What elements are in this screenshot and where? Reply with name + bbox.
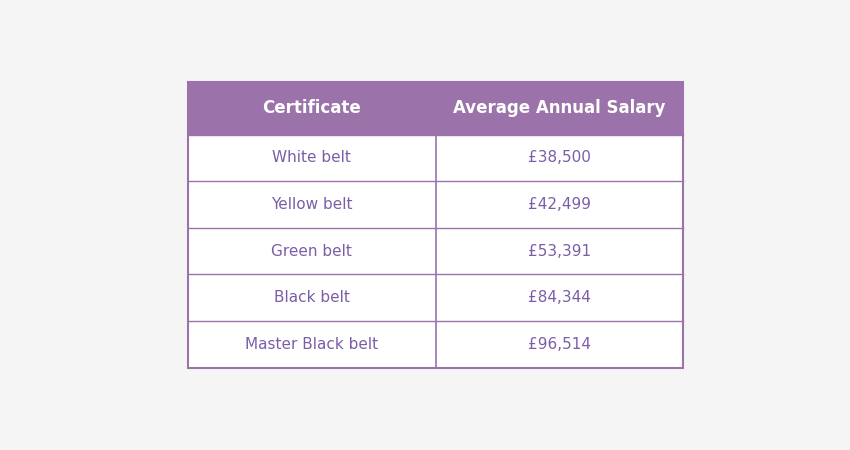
Text: Black belt: Black belt [274, 290, 349, 305]
Text: £53,391: £53,391 [528, 243, 591, 259]
Text: £96,514: £96,514 [528, 337, 591, 352]
Text: Average Annual Salary: Average Annual Salary [453, 99, 666, 117]
Text: Yellow belt: Yellow belt [271, 197, 353, 212]
Text: White belt: White belt [272, 150, 351, 166]
Text: Certificate: Certificate [263, 99, 361, 117]
Text: £84,344: £84,344 [528, 290, 591, 305]
Text: Master Black belt: Master Black belt [245, 337, 378, 352]
Text: £42,499: £42,499 [528, 197, 591, 212]
Text: £38,500: £38,500 [528, 150, 591, 166]
Text: Green belt: Green belt [271, 243, 352, 259]
